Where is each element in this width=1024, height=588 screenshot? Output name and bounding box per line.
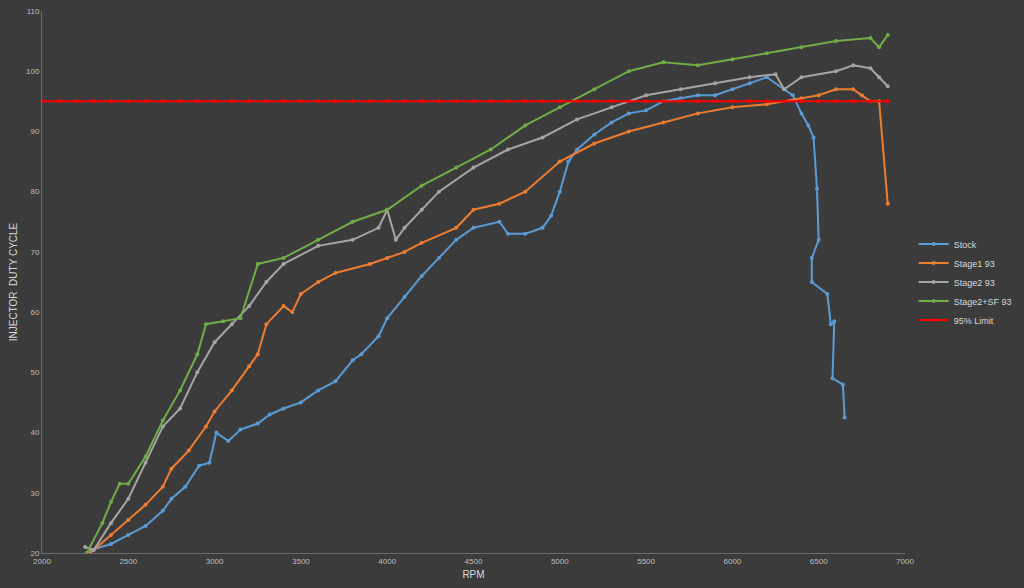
svg-text:Stage2 93: Stage2 93 <box>954 278 995 288</box>
svg-text:Stage2+SF 93: Stage2+SF 93 <box>954 297 1012 307</box>
svg-text:30: 30 <box>30 489 39 498</box>
svg-text:90: 90 <box>30 127 39 136</box>
svg-text:INJECTOR DUTY CYCLE: INJECTOR DUTY CYCLE <box>8 222 19 341</box>
svg-text:6000: 6000 <box>724 557 742 566</box>
svg-text:3500: 3500 <box>292 557 310 566</box>
svg-text:40: 40 <box>30 428 39 437</box>
svg-text:Stage1 93: Stage1 93 <box>954 259 995 269</box>
svg-text:6500: 6500 <box>810 557 828 566</box>
svg-text:4000: 4000 <box>378 557 396 566</box>
svg-text:2500: 2500 <box>119 557 137 566</box>
svg-text:110: 110 <box>27 7 40 16</box>
svg-text:Stock: Stock <box>954 240 977 250</box>
svg-text:5500: 5500 <box>637 557 655 566</box>
svg-text:RPM: RPM <box>462 569 484 580</box>
svg-text:70: 70 <box>30 248 39 257</box>
svg-text:3000: 3000 <box>206 557 224 566</box>
svg-text:95% Limit: 95% Limit <box>954 316 994 326</box>
svg-text:2000: 2000 <box>33 557 51 566</box>
svg-text:50: 50 <box>30 368 39 377</box>
svg-text:80: 80 <box>30 187 39 196</box>
svg-text:60: 60 <box>30 308 39 317</box>
svg-text:4500: 4500 <box>465 557 483 566</box>
svg-text:100: 100 <box>26 67 40 76</box>
svg-text:20: 20 <box>30 549 39 558</box>
svg-text:7000: 7000 <box>896 557 914 566</box>
svg-text:5000: 5000 <box>551 557 569 566</box>
